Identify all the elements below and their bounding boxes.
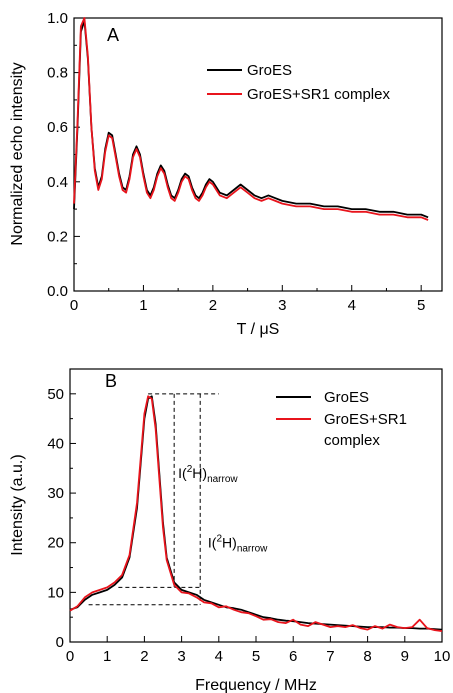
panel-a-x-ticks: 0 1 2 3 4 5 bbox=[70, 285, 425, 314]
y-tick-label: 0.2 bbox=[47, 228, 68, 245]
series-line-groes bbox=[69, 395, 443, 631]
x-tick-label: 5 bbox=[417, 297, 425, 314]
x-tick-label: 0 bbox=[66, 648, 74, 665]
x-tick-label: 8 bbox=[363, 648, 371, 665]
x-tick-label: 4 bbox=[348, 297, 356, 314]
panel-b-reference-lines bbox=[88, 393, 219, 606]
x-tick-label: 9 bbox=[401, 648, 409, 665]
y-tick-label: 0.4 bbox=[47, 174, 68, 191]
x-tick-label: 3 bbox=[278, 297, 286, 314]
annotation-label-2: I(2H)narrow bbox=[208, 534, 268, 555]
legend-label-complex: GroES+SR1 complex bbox=[247, 86, 390, 103]
x-tick-label: 1 bbox=[139, 297, 147, 314]
panel-b-y-ticks: 0 10 20 30 40 50 bbox=[47, 386, 76, 651]
y-tick-label: 20 bbox=[47, 535, 64, 552]
series-line-groes-sr1-complex bbox=[69, 395, 443, 632]
y-tick-label: 10 bbox=[47, 584, 64, 601]
x-tick-label: 2 bbox=[209, 297, 217, 314]
panel-b-y-axis-label: Intensity (a.u.) bbox=[9, 454, 26, 555]
annotation-label-1: I(2H)narrow bbox=[178, 464, 238, 485]
panel-a-letter: A bbox=[107, 25, 119, 45]
x-tick-label: 4 bbox=[215, 648, 223, 665]
series-line-groes-sr1-complex bbox=[73, 17, 429, 221]
panel-a-y-axis-label: Normalized echo intensity bbox=[9, 62, 26, 245]
legend-label-complex-b: GroES+SR1 complex bbox=[324, 411, 407, 449]
panel-b-series bbox=[69, 395, 443, 632]
panel-b-frame bbox=[69, 368, 443, 643]
x-tick-label: 3 bbox=[177, 648, 185, 665]
panel-b-letter: B bbox=[105, 371, 117, 391]
y-tick-label: 0 bbox=[56, 634, 64, 651]
y-tick-label: 40 bbox=[47, 435, 64, 452]
panel-a-series bbox=[73, 17, 429, 221]
x-tick-label: 5 bbox=[252, 648, 260, 665]
y-tick-label: 0.8 bbox=[47, 65, 68, 82]
x-tick-label: 1 bbox=[103, 648, 111, 665]
y-tick-label: 50 bbox=[47, 386, 64, 403]
panel-a-legend: GroES GroES+SR1 complex bbox=[207, 62, 390, 103]
x-tick-label: 10 bbox=[434, 648, 451, 665]
x-tick-label: 2 bbox=[140, 648, 148, 665]
panel-b-legend: GroES GroES+SR1 complex bbox=[276, 389, 407, 449]
panel-a-frame bbox=[73, 17, 443, 292]
panel-a: 0.0 0.2 0.4 0.6 0.8 1.0 0 1 2 3 4 5 A Normalized e… bbox=[9, 10, 443, 338]
legend-label-groes: GroES bbox=[247, 62, 292, 79]
panel-b: 0 10 20 30 40 50 0 1 2 3 4 5 6 7 8 9 10 B Intensity (a.… bbox=[9, 368, 451, 693]
y-tick-label: 30 bbox=[47, 485, 64, 502]
panel-b-x-axis-label: Frequency / MHz bbox=[195, 677, 317, 693]
legend-label-groes-b: GroES bbox=[324, 389, 369, 406]
x-tick-label: 7 bbox=[326, 648, 334, 665]
panel-b-x-ticks: 0 1 2 3 4 5 6 7 8 9 10 bbox=[66, 636, 451, 665]
panel-a-x-axis-label: T / μS bbox=[237, 321, 280, 338]
y-tick-label: 0.6 bbox=[47, 119, 68, 136]
x-tick-label: 0 bbox=[70, 297, 78, 314]
y-tick-label: 1.0 bbox=[47, 10, 68, 27]
panel-a-y-ticks: 0.0 0.2 0.4 0.6 0.8 1.0 bbox=[47, 10, 80, 300]
y-tick-label: 0.0 bbox=[47, 283, 68, 300]
x-tick-label: 6 bbox=[289, 648, 297, 665]
panel-b-annotations: I(2H)narrow I(2H)narrow bbox=[178, 464, 268, 554]
